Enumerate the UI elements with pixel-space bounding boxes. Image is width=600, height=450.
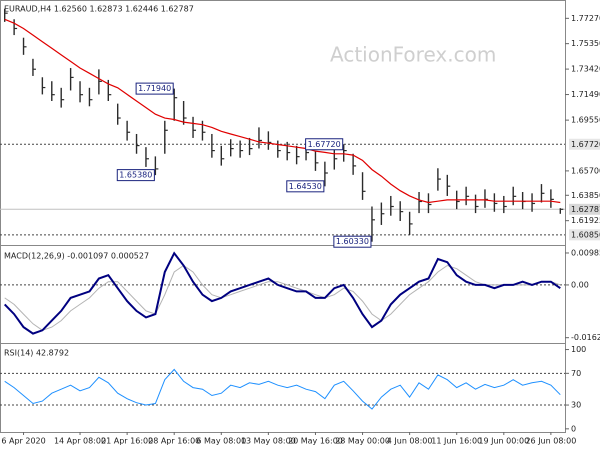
y-tick-label: 30 <box>571 401 581 410</box>
price-annotation-box <box>116 169 155 182</box>
x-tick-label: 6 Apr 2020 <box>1 437 45 446</box>
x-tick-label: 19 Jun 00:00 <box>478 437 529 446</box>
price-annotation-box <box>286 180 325 193</box>
y-tick-label: 1.69550 <box>571 116 600 125</box>
price-annotation: 1.71940 <box>138 84 171 93</box>
last-price-label: 1.62787 <box>571 205 600 214</box>
x-tick-label: 11 Jun 16:00 <box>431 437 482 446</box>
x-tick-label: 6 May 08:00 <box>196 437 246 446</box>
y-tick-label: -0.01627 <box>571 333 600 342</box>
panel-title: EURAUD,H4 1.62560 1.62873 1.62446 1.6278… <box>4 5 194 14</box>
price-annotation-box <box>135 82 174 95</box>
level-label: 1.67720 <box>571 140 600 149</box>
y-tick-label: 1.65700 <box>571 166 600 175</box>
y-tick-label: 0.00 <box>571 280 589 289</box>
panel-title: RSI(14) 42.8792 <box>4 349 69 358</box>
x-tick-label: 14 Apr 08:00 <box>54 437 106 446</box>
y-tick-label: 1.61925 <box>571 216 600 225</box>
indicator-line <box>3 251 561 335</box>
x-tick-label: 28 Apr 16:00 <box>148 437 200 446</box>
y-tick-label: 0 <box>571 424 576 433</box>
x-tick-label: 21 Apr 16:00 <box>101 437 153 446</box>
indicator-line <box>4 368 561 410</box>
y-tick-label: 0.009855 <box>571 248 600 257</box>
indicator-line <box>4 264 561 331</box>
level-label-box <box>569 229 600 241</box>
panel-title: MACD(12,26,9) -0.001097 0.000527 <box>4 252 149 261</box>
price-annotation: 1.67720 <box>308 140 341 149</box>
y-tick-label: 1.73420 <box>571 65 600 74</box>
y-tick-label: 1.77270 <box>571 14 600 23</box>
price-annotation: 1.60330 <box>336 237 369 246</box>
price-annotation: 1.65380 <box>119 171 152 180</box>
y-tick-label: 1.71490 <box>571 90 600 99</box>
x-tick-label: 4 Jun 08:00 <box>387 437 433 446</box>
moving-average <box>4 18 561 204</box>
y-tick-label: 1.75350 <box>571 39 600 48</box>
y-tick-label: 100 <box>571 345 586 354</box>
x-tick-label: 20 May 16:00 <box>288 437 343 446</box>
last-price-label-box <box>569 203 600 215</box>
x-tick-label: 28 May 00:00 <box>335 437 390 446</box>
x-tick-label: 13 May 08:00 <box>241 437 296 446</box>
price-annotation-box <box>305 138 344 151</box>
y-tick-label: 1.63850 <box>571 191 600 200</box>
level-label-box <box>569 138 600 150</box>
watermark: ActionForex.com <box>330 43 496 67</box>
frame <box>0 0 566 433</box>
y-tick-label: 70 <box>571 369 581 378</box>
x-tick-label: 26 Jun 08:00 <box>525 437 576 446</box>
level-label: 1.60850 <box>571 230 600 239</box>
price-annotation-box <box>333 235 372 248</box>
price-annotation: 1.64530 <box>289 182 322 191</box>
